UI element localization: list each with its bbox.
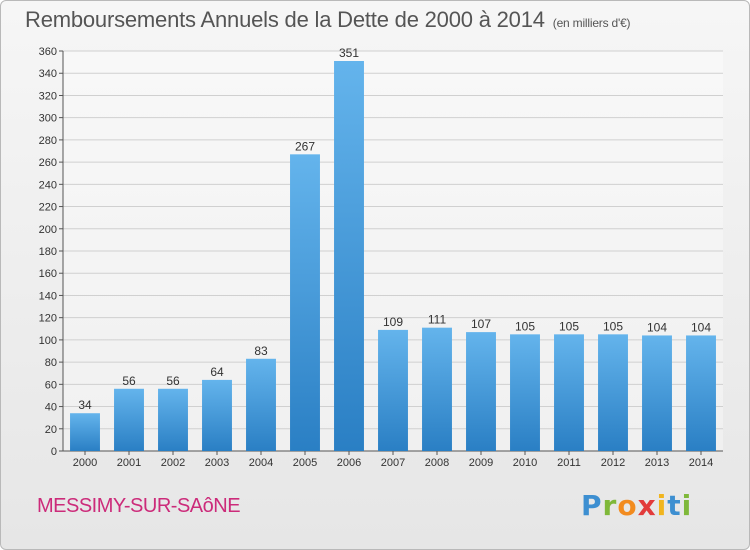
data-label: 56 xyxy=(166,374,180,388)
data-label: 107 xyxy=(471,317,491,331)
data-label: 83 xyxy=(254,344,268,358)
bar-2000 xyxy=(70,413,100,451)
bar-2013 xyxy=(642,335,672,451)
y-tick-label: 0 xyxy=(51,446,57,458)
x-tick-label: 2004 xyxy=(249,457,273,469)
bar-2003 xyxy=(202,379,232,451)
bar-2009 xyxy=(466,332,496,451)
bar-2010 xyxy=(510,334,540,451)
y-tick-label: 340 xyxy=(39,68,57,80)
proxiti-logo: Proxiti xyxy=(581,489,693,522)
bar-2005 xyxy=(290,154,320,452)
x-tick-label: 2005 xyxy=(293,457,317,469)
x-tick-label: 2002 xyxy=(161,457,185,469)
data-label: 109 xyxy=(383,315,403,329)
chart-subtitle: (en milliers d'€) xyxy=(552,16,631,30)
y-tick-label: 220 xyxy=(39,202,57,214)
y-tick-label: 360 xyxy=(39,46,57,58)
x-tick-label: 2008 xyxy=(425,457,449,469)
y-tick-label: 40 xyxy=(45,402,57,414)
data-label: 104 xyxy=(647,320,667,334)
data-label: 111 xyxy=(428,313,447,327)
chart-title-text: Remboursements Annuels de la Dette de 20… xyxy=(25,7,545,32)
x-tick-label: 2014 xyxy=(689,457,713,469)
bar-2002 xyxy=(158,388,188,451)
bar-2006 xyxy=(334,61,364,451)
y-tick-label: 20 xyxy=(45,424,57,436)
data-label: 104 xyxy=(691,320,711,334)
y-tick-label: 100 xyxy=(39,335,57,347)
x-tick-label: 2007 xyxy=(381,457,405,469)
x-tick-label: 2001 xyxy=(117,457,141,469)
data-label: 64 xyxy=(210,365,224,379)
bar-2007 xyxy=(378,329,408,451)
x-tick-label: 2009 xyxy=(469,457,493,469)
chart-title: Remboursements Annuels de la Dette de 20… xyxy=(25,7,631,33)
y-tick-label: 180 xyxy=(39,246,57,258)
commune-name: MESSIMY-SUR-SAôNE xyxy=(37,495,241,517)
bar-2008 xyxy=(422,327,452,451)
data-label: 105 xyxy=(603,319,623,333)
y-tick-label: 280 xyxy=(39,135,57,147)
x-tick-label: 2003 xyxy=(205,457,229,469)
x-tick-label: 2011 xyxy=(557,457,581,469)
data-label: 34 xyxy=(78,398,92,412)
y-tick-label: 60 xyxy=(45,379,57,391)
bar-2011 xyxy=(554,334,584,451)
x-tick-label: 2010 xyxy=(513,457,537,469)
data-label: 351 xyxy=(339,46,359,60)
x-tick-label: 2012 xyxy=(601,457,625,469)
y-tick-label: 160 xyxy=(39,268,57,280)
x-tick-label: 2000 xyxy=(73,457,97,469)
data-label: 56 xyxy=(122,374,136,388)
y-tick-label: 300 xyxy=(39,113,57,125)
data-label: 105 xyxy=(559,319,579,333)
bar-2001 xyxy=(114,388,144,451)
x-tick-label: 2006 xyxy=(337,457,361,469)
y-tick-label: 200 xyxy=(39,224,57,236)
y-tick-label: 260 xyxy=(39,157,57,169)
bar-2004 xyxy=(246,358,276,451)
y-tick-label: 140 xyxy=(39,290,57,302)
y-tick-label: 80 xyxy=(45,357,57,369)
bar-2012 xyxy=(598,334,628,451)
y-tick-label: 320 xyxy=(39,90,57,102)
y-tick-label: 120 xyxy=(39,313,57,325)
x-tick-label: 2013 xyxy=(645,457,669,469)
data-label: 105 xyxy=(515,319,535,333)
y-tick-label: 240 xyxy=(39,179,57,191)
data-label: 267 xyxy=(295,139,315,153)
bar-2014 xyxy=(686,335,716,451)
